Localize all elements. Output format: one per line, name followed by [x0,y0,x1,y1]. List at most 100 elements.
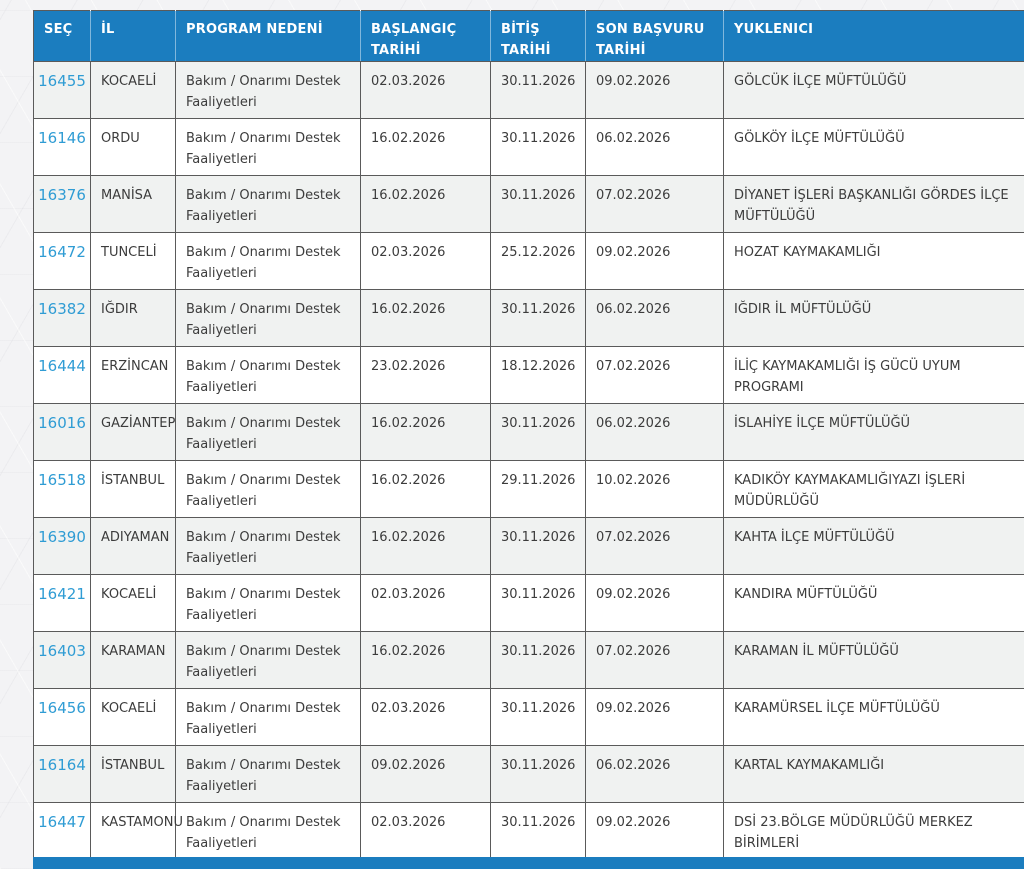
son-basvuru-cell: 09.02.2026 [585,688,724,746]
table-row: 16016 GAZİANTEP Bakım / Onarımı Destek F… [33,403,1024,461]
col-header-son-basvuru: SON BAŞVURU TARİHİ [585,10,724,62]
baslangic-cell: 02.03.2026 [360,688,491,746]
baslangic-cell: 02.03.2026 [360,802,491,860]
bitis-cell: 30.11.2026 [490,118,586,176]
neden-cell: Bakım / Onarımı Destek Faaliyetleri [175,517,361,575]
yuklenici-cell: KANDIRA MÜFTÜLÜĞÜ [723,574,1024,632]
program-id-link[interactable]: 16456 [38,699,86,717]
col-header-baslangic: BAŞLANGIÇ TARİHİ [360,10,491,62]
yuklenici-cell: KARAMAN İL MÜFTÜLÜĞÜ [723,631,1024,689]
yuklenici-cell: GÖLKÖY İLÇE MÜFTÜLÜĞÜ [723,118,1024,176]
neden-cell: Bakım / Onarımı Destek Faaliyetleri [175,175,361,233]
son-basvuru-cell: 06.02.2026 [585,745,724,803]
program-id-link[interactable]: 16455 [38,72,86,90]
program-id-link[interactable]: 16164 [38,756,86,774]
sec-cell: 16518 [33,460,91,518]
program-id-link[interactable]: 16376 [38,186,86,204]
table-body: 16455 KOCAELİ Bakım / Onarımı Destek Faa… [33,61,1024,869]
program-id-link[interactable]: 16382 [38,300,86,318]
bitis-cell: 25.12.2026 [490,232,586,290]
col-header-yuklenici: YUKLENICI [723,10,1024,62]
yuklenici-cell: KARTAL KAYMAKAMLIĞI [723,745,1024,803]
table-row: 16472 TUNCELİ Bakım / Onarımı Destek Faa… [33,232,1024,290]
yuklenici-cell: İLİÇ KAYMAKAMLIĞI İŞ GÜCÜ UYUM PROGRAMI [723,346,1024,404]
il-cell: KARAMAN [90,631,176,689]
sec-cell: 16382 [33,289,91,347]
baslangic-cell: 02.03.2026 [360,574,491,632]
bitis-cell: 29.11.2026 [490,460,586,518]
table-row: 16146 ORDU Bakım / Onarımı Destek Faaliy… [33,118,1024,176]
program-id-link[interactable]: 16518 [38,471,86,489]
table-row: 16382 IĞDIR Bakım / Onarımı Destek Faali… [33,289,1024,347]
bitis-cell: 30.11.2026 [490,61,586,119]
neden-cell: Bakım / Onarımı Destek Faaliyetleri [175,289,361,347]
son-basvuru-cell: 09.02.2026 [585,574,724,632]
program-id-link[interactable]: 16403 [38,642,86,660]
bitis-cell: 30.11.2026 [490,631,586,689]
program-id-link[interactable]: 16146 [38,129,86,147]
son-basvuru-cell: 09.02.2026 [585,802,724,860]
header-row: SEÇ İL PROGRAM NEDENİ BAŞLANGIÇ TARİHİ B… [33,10,1024,62]
il-cell: GAZİANTEP [90,403,176,461]
il-cell: KASTAMONU [90,802,183,860]
il-cell: TUNCELİ [90,232,176,290]
baslangic-cell: 16.02.2026 [360,403,491,461]
sec-cell: 16421 [33,574,91,632]
program-id-link[interactable]: 16016 [38,414,86,432]
yuklenici-cell: DSİ 23.BÖLGE MÜDÜRLÜĞÜ MERKEZ BİRİMLERİ [723,802,1024,860]
son-basvuru-cell: 06.02.2026 [585,118,724,176]
son-basvuru-cell: 09.02.2026 [585,232,724,290]
yuklenici-cell: KADIKÖY KAYMAKAMLIĞIYAZI İŞLERİ MÜDÜRLÜĞ… [723,460,1024,518]
son-basvuru-cell: 06.02.2026 [585,403,724,461]
bitis-cell: 30.11.2026 [490,289,586,347]
son-basvuru-cell: 09.02.2026 [585,61,724,119]
neden-cell: Bakım / Onarımı Destek Faaliyetleri [175,574,361,632]
yuklenici-cell: IĞDIR İL MÜFTÜLÜĞÜ [723,289,1024,347]
table-row: 16164 İSTANBUL Bakım / Onarımı Destek Fa… [33,745,1024,803]
sec-cell: 16376 [33,175,91,233]
baslangic-cell: 16.02.2026 [360,118,491,176]
neden-cell: Bakım / Onarımı Destek Faaliyetleri [175,802,361,860]
baslangic-cell: 09.02.2026 [360,745,491,803]
il-cell: KOCAELİ [90,61,176,119]
program-id-link[interactable]: 16472 [38,243,86,261]
il-cell: MANİSA [90,175,176,233]
baslangic-cell: 16.02.2026 [360,175,491,233]
il-cell: İSTANBUL [90,460,176,518]
sec-cell: 16455 [33,61,91,119]
table-row: 16518 İSTANBUL Bakım / Onarımı Destek Fa… [33,460,1024,518]
il-cell: KOCAELİ [90,688,176,746]
neden-cell: Bakım / Onarımı Destek Faaliyetleri [175,460,361,518]
bitis-cell: 30.11.2026 [490,175,586,233]
neden-cell: Bakım / Onarımı Destek Faaliyetleri [175,403,361,461]
yuklenici-cell: GÖLCÜK İLÇE MÜFTÜLÜĞÜ [723,61,1024,119]
yuklenici-cell: İSLAHİYE İLÇE MÜFTÜLÜĞÜ [723,403,1024,461]
table-row: 16390 ADIYAMAN Bakım / Onarımı Destek Fa… [33,517,1024,575]
il-cell: ADIYAMAN [90,517,176,575]
baslangic-cell: 02.03.2026 [360,232,491,290]
program-id-link[interactable]: 16444 [38,357,86,375]
bitis-cell: 30.11.2026 [490,574,586,632]
table-row: 16376 MANİSA Bakım / Onarımı Destek Faal… [33,175,1024,233]
program-id-link[interactable]: 16390 [38,528,86,546]
yuklenici-cell: KARAMÜRSEL İLÇE MÜFTÜLÜĞÜ [723,688,1024,746]
il-cell: ERZİNCAN [90,346,176,404]
son-basvuru-cell: 07.02.2026 [585,631,724,689]
sec-cell: 16016 [33,403,91,461]
neden-cell: Bakım / Onarımı Destek Faaliyetleri [175,745,361,803]
bitis-cell: 30.11.2026 [490,517,586,575]
program-table-wrap: SEÇ İL PROGRAM NEDENİ BAŞLANGIÇ TARİHİ B… [33,10,1024,869]
sec-cell: 16456 [33,688,91,746]
program-id-link[interactable]: 16421 [38,585,86,603]
son-basvuru-cell: 07.02.2026 [585,517,724,575]
sec-cell: 16472 [33,232,91,290]
sec-cell: 16390 [33,517,91,575]
col-header-il: İL [90,10,176,62]
neden-cell: Bakım / Onarımı Destek Faaliyetleri [175,61,361,119]
baslangic-cell: 16.02.2026 [360,289,491,347]
baslangic-cell: 16.02.2026 [360,517,491,575]
bitis-cell: 30.11.2026 [490,802,586,860]
baslangic-cell: 02.03.2026 [360,61,491,119]
program-id-link[interactable]: 16447 [38,813,86,831]
bitis-cell: 30.11.2026 [490,688,586,746]
